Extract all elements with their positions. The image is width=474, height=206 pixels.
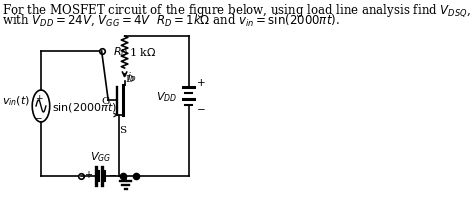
Text: 1 k$\Omega$: 1 k$\Omega$ <box>129 46 157 58</box>
Text: $V_{DD}$: $V_{DD}$ <box>156 90 178 103</box>
Text: $-$: $-$ <box>196 104 205 113</box>
Text: $V_{GG}$: $V_{GG}$ <box>90 150 111 163</box>
Text: $i_D$: $i_D$ <box>127 70 137 83</box>
Text: $\sin(2000\pi t)$: $\sin(2000\pi t)$ <box>52 100 117 113</box>
Text: $+$: $+$ <box>196 77 205 88</box>
Text: D: D <box>125 75 133 84</box>
Text: $+$: $+$ <box>35 92 43 103</box>
Text: with $V_{DD} = 24V$, $V_{GG} = 4V$  $R_D = 1k\Omega$ and $v_{in} = \sin(2000\pi : with $V_{DD} = 24V$, $V_{GG} = 4V$ $R_D … <box>2 13 340 28</box>
Text: For the MOSFET circuit of the figure below, using load line analysis find $V_{DS: For the MOSFET circuit of the figure bel… <box>2 2 474 19</box>
Text: $-$: $-$ <box>108 170 117 179</box>
Text: $-$: $-$ <box>35 112 43 121</box>
Text: S: S <box>119 125 126 134</box>
Text: $v_{in}(t)$: $v_{in}(t)$ <box>2 94 31 107</box>
Text: G: G <box>101 96 110 105</box>
Text: $R_D$: $R_D$ <box>112 45 128 59</box>
Text: $+$: $+$ <box>84 169 93 180</box>
